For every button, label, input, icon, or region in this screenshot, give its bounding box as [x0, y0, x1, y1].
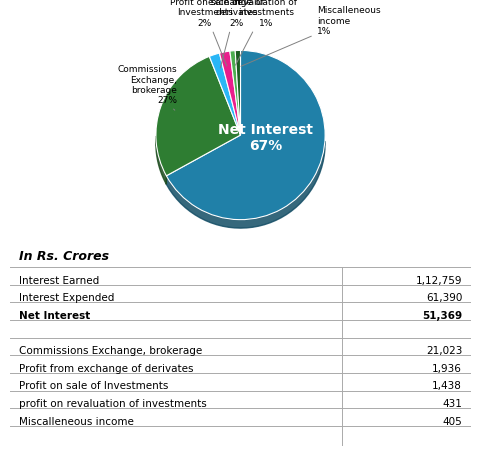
- Text: 1,438: 1,438: [432, 380, 461, 390]
- Text: Profit from exchange of derivates: Profit from exchange of derivates: [19, 363, 193, 373]
- Wedge shape: [156, 57, 240, 177]
- Text: Profit on sale of
Investments
2%: Profit on sale of Investments 2%: [169, 0, 240, 67]
- Text: Profit on sale of Investments: Profit on sale of Investments: [19, 380, 168, 390]
- Text: Commissions
Exchange,
brokerage
27%: Commissions Exchange, brokerage 27%: [117, 65, 177, 111]
- Text: In Rs. Crores: In Rs. Crores: [19, 249, 109, 263]
- Text: 21,023: 21,023: [425, 345, 461, 355]
- Text: 1,12,759: 1,12,759: [415, 275, 461, 285]
- Text: Net Interest: Net Interest: [19, 310, 90, 320]
- Text: Profit from
exchange of
derivates
2%: Profit from exchange of derivates 2%: [208, 0, 264, 69]
- Wedge shape: [235, 51, 240, 136]
- Wedge shape: [229, 51, 240, 136]
- Text: 51,369: 51,369: [421, 310, 461, 320]
- Text: profit on
revaluation of
investments
1%: profit on revaluation of investments 1%: [234, 0, 297, 66]
- Wedge shape: [166, 51, 324, 220]
- Text: Interest Earned: Interest Earned: [19, 275, 99, 285]
- Text: Miscalleneous
income
1%: Miscalleneous income 1%: [240, 6, 380, 67]
- Text: Net Interest
67%: Net Interest 67%: [218, 122, 313, 152]
- Text: Commissions Exchange, brokerage: Commissions Exchange, brokerage: [19, 345, 202, 355]
- Text: Interest Expended: Interest Expended: [19, 293, 114, 303]
- Text: Miscalleneous income: Miscalleneous income: [19, 416, 133, 426]
- Wedge shape: [219, 52, 240, 136]
- Text: 431: 431: [441, 398, 461, 408]
- Text: 61,390: 61,390: [425, 293, 461, 303]
- Text: 405: 405: [442, 416, 461, 426]
- Text: 1,936: 1,936: [432, 363, 461, 373]
- Text: profit on revaluation of investments: profit on revaluation of investments: [19, 398, 206, 408]
- Wedge shape: [209, 54, 240, 136]
- Polygon shape: [166, 142, 324, 228]
- Polygon shape: [156, 137, 166, 185]
